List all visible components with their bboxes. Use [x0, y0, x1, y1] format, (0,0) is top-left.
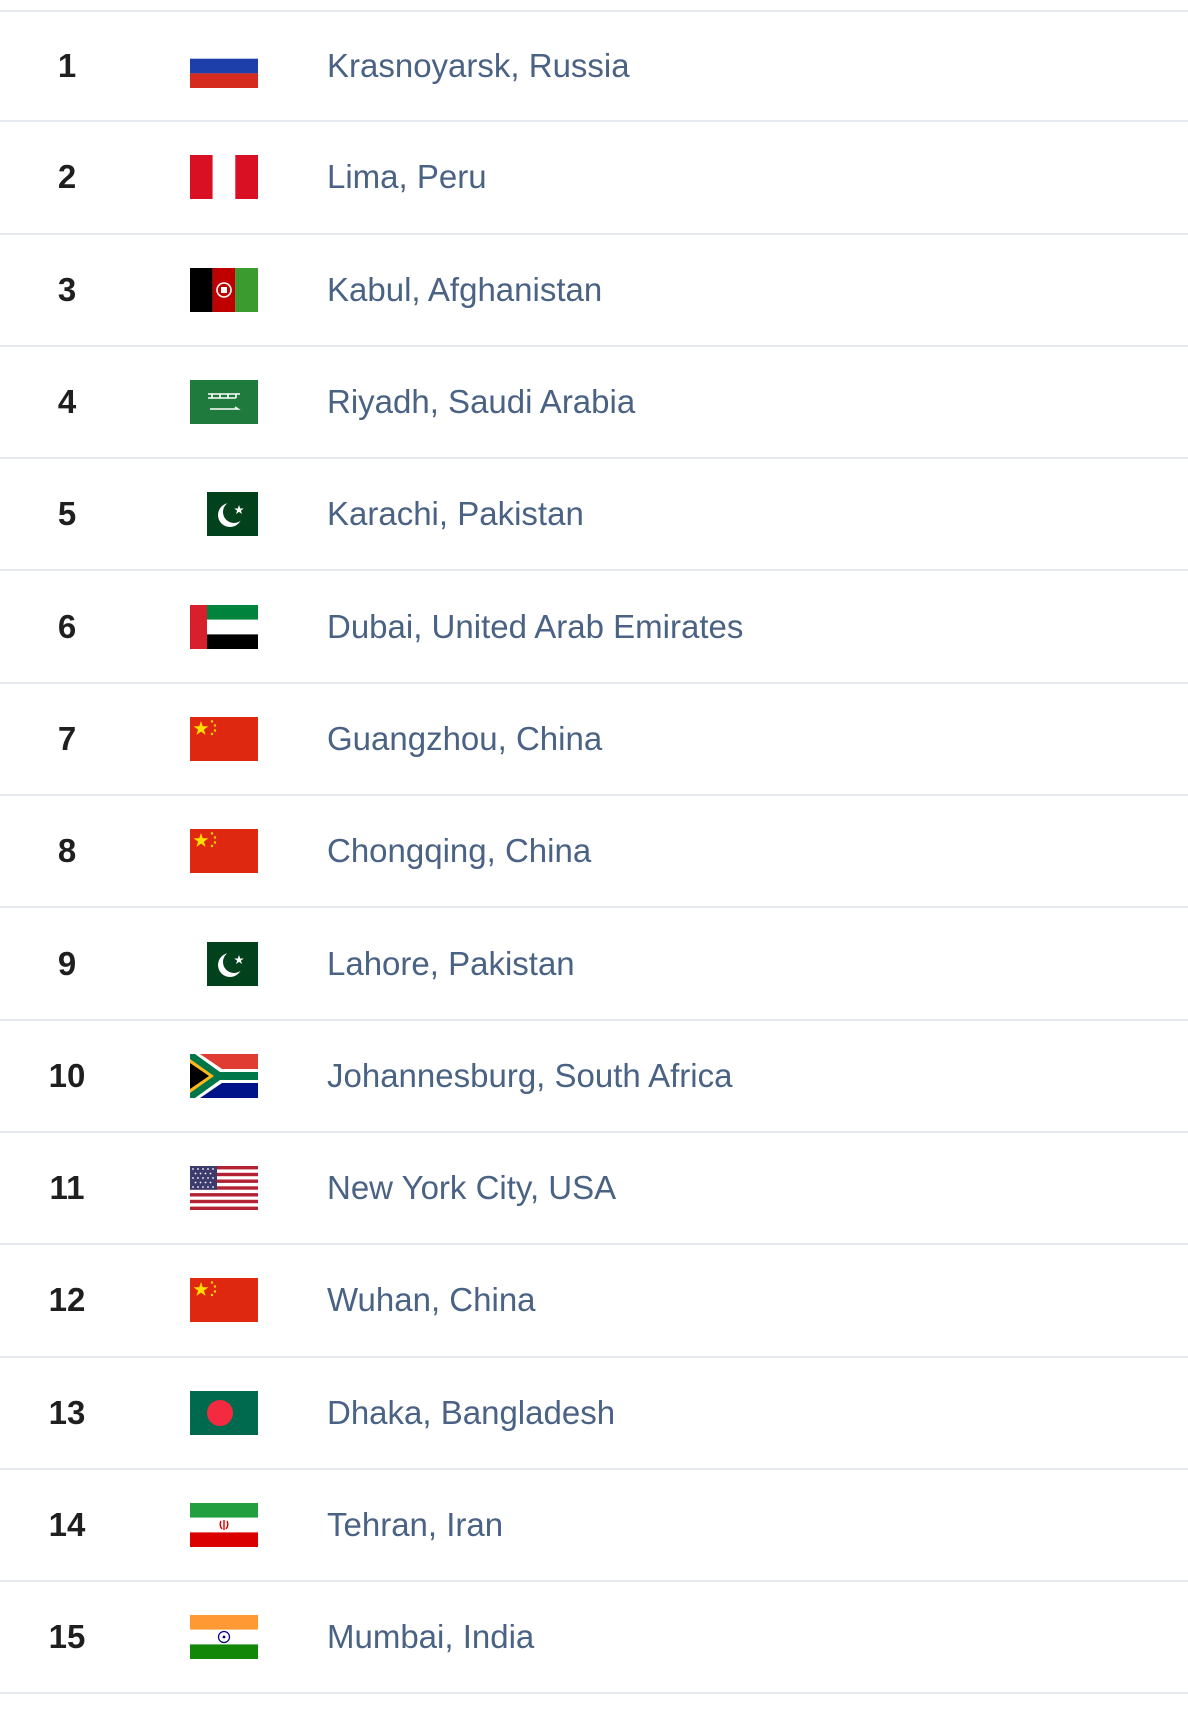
rank-number: 2 — [57, 158, 77, 196]
china-flag-icon — [190, 796, 258, 906]
iran-flag-icon — [190, 1470, 258, 1580]
russia-flag-icon — [190, 12, 258, 120]
rank-number: 1 — [57, 47, 77, 85]
uae-flag-icon — [190, 571, 258, 681]
table-row: 14 Tehran, Iran — [0, 1470, 1188, 1583]
india-flag-icon — [190, 1582, 258, 1692]
rank-number: 12 — [48, 1281, 86, 1319]
rank-number: 7 — [57, 719, 77, 757]
table-row: 5 Karachi, Pakistan — [0, 459, 1188, 572]
table-row: 3 Kabul, Afghanistan — [0, 235, 1188, 347]
south-africa-flag-icon — [190, 1021, 258, 1131]
pakistan-flag-icon — [190, 459, 258, 569]
table-row: 2 Lima, Peru — [0, 122, 1188, 235]
afghanistan-flag-icon — [190, 235, 258, 345]
city-link[interactable]: Kabul, Afghanistan — [327, 270, 603, 308]
city-link[interactable]: Dubai, United Arab Emirates — [327, 607, 744, 645]
city-link[interactable]: Johannesburg, South Africa — [327, 1056, 733, 1094]
rank-number: 15 — [48, 1618, 86, 1656]
city-link[interactable]: Riyadh, Saudi Arabia — [327, 383, 636, 421]
rank-number: 8 — [57, 832, 77, 870]
city-link[interactable]: Dhaka, Bangladesh — [327, 1393, 616, 1431]
city-link[interactable]: Mumbai, India — [327, 1618, 535, 1656]
rank-number: 5 — [57, 495, 77, 533]
table-row: 9 Lahore, Pakistan — [0, 908, 1188, 1021]
table-row: 8 Chongqing, China — [0, 796, 1188, 909]
city-link[interactable]: Lahore, Pakistan — [327, 944, 575, 982]
rank-number: 11 — [49, 1169, 85, 1207]
rank-number: 10 — [48, 1056, 86, 1094]
city-link[interactable]: Wuhan, China — [327, 1281, 536, 1319]
peru-flag-icon — [190, 122, 258, 232]
saudi-arabia-flag-icon — [190, 347, 258, 457]
rank-number: 13 — [48, 1393, 86, 1431]
table-row: 15 Mumbai, India — [0, 1582, 1188, 1695]
table-row: 11 New York City, — [0, 1133, 1188, 1246]
rank-number: 6 — [57, 607, 77, 645]
usa-flag-icon — [190, 1133, 258, 1243]
city-link[interactable]: Lima, Peru — [327, 158, 487, 196]
city-link[interactable]: Karachi, Pakistan — [327, 495, 584, 533]
table-row: 1 Krasnoyarsk, Russia — [0, 10, 1188, 123]
china-flag-icon — [190, 684, 258, 794]
rank-number: 9 — [57, 944, 77, 982]
rank-number: 4 — [57, 383, 77, 421]
city-link[interactable]: Chongqing, China — [327, 832, 592, 870]
city-link[interactable]: Tehran, Iran — [327, 1506, 504, 1543]
city-link[interactable]: New York City, USA — [327, 1169, 617, 1207]
china-flag-icon — [190, 1245, 258, 1355]
rank-number: 3 — [57, 270, 77, 308]
table-row: 6 Dubai, United Arab Emirates — [0, 571, 1188, 684]
table-row: 4 Riyadh, Saudi Arabia — [0, 347, 1188, 460]
pakistan-flag-icon — [190, 908, 258, 1018]
city-link[interactable]: Guangzhou, China — [327, 719, 603, 757]
table-row: 7 Guangzhou, China — [0, 684, 1188, 797]
city-link[interactable]: Krasnoyarsk, Russia — [327, 47, 630, 85]
table-row: 10 Johannesburg, South Africa — [0, 1021, 1188, 1133]
bangladesh-flag-icon — [190, 1358, 258, 1468]
table-row: 12 Wuhan, China — [0, 1245, 1188, 1358]
table-row: 13 Dhaka, Bangladesh — [0, 1358, 1188, 1470]
rank-number: 14 — [48, 1506, 86, 1543]
city-ranking-table: 1 Krasnoyarsk, Russia 2 Lima, Peru 3 — [0, 10, 1188, 1695]
